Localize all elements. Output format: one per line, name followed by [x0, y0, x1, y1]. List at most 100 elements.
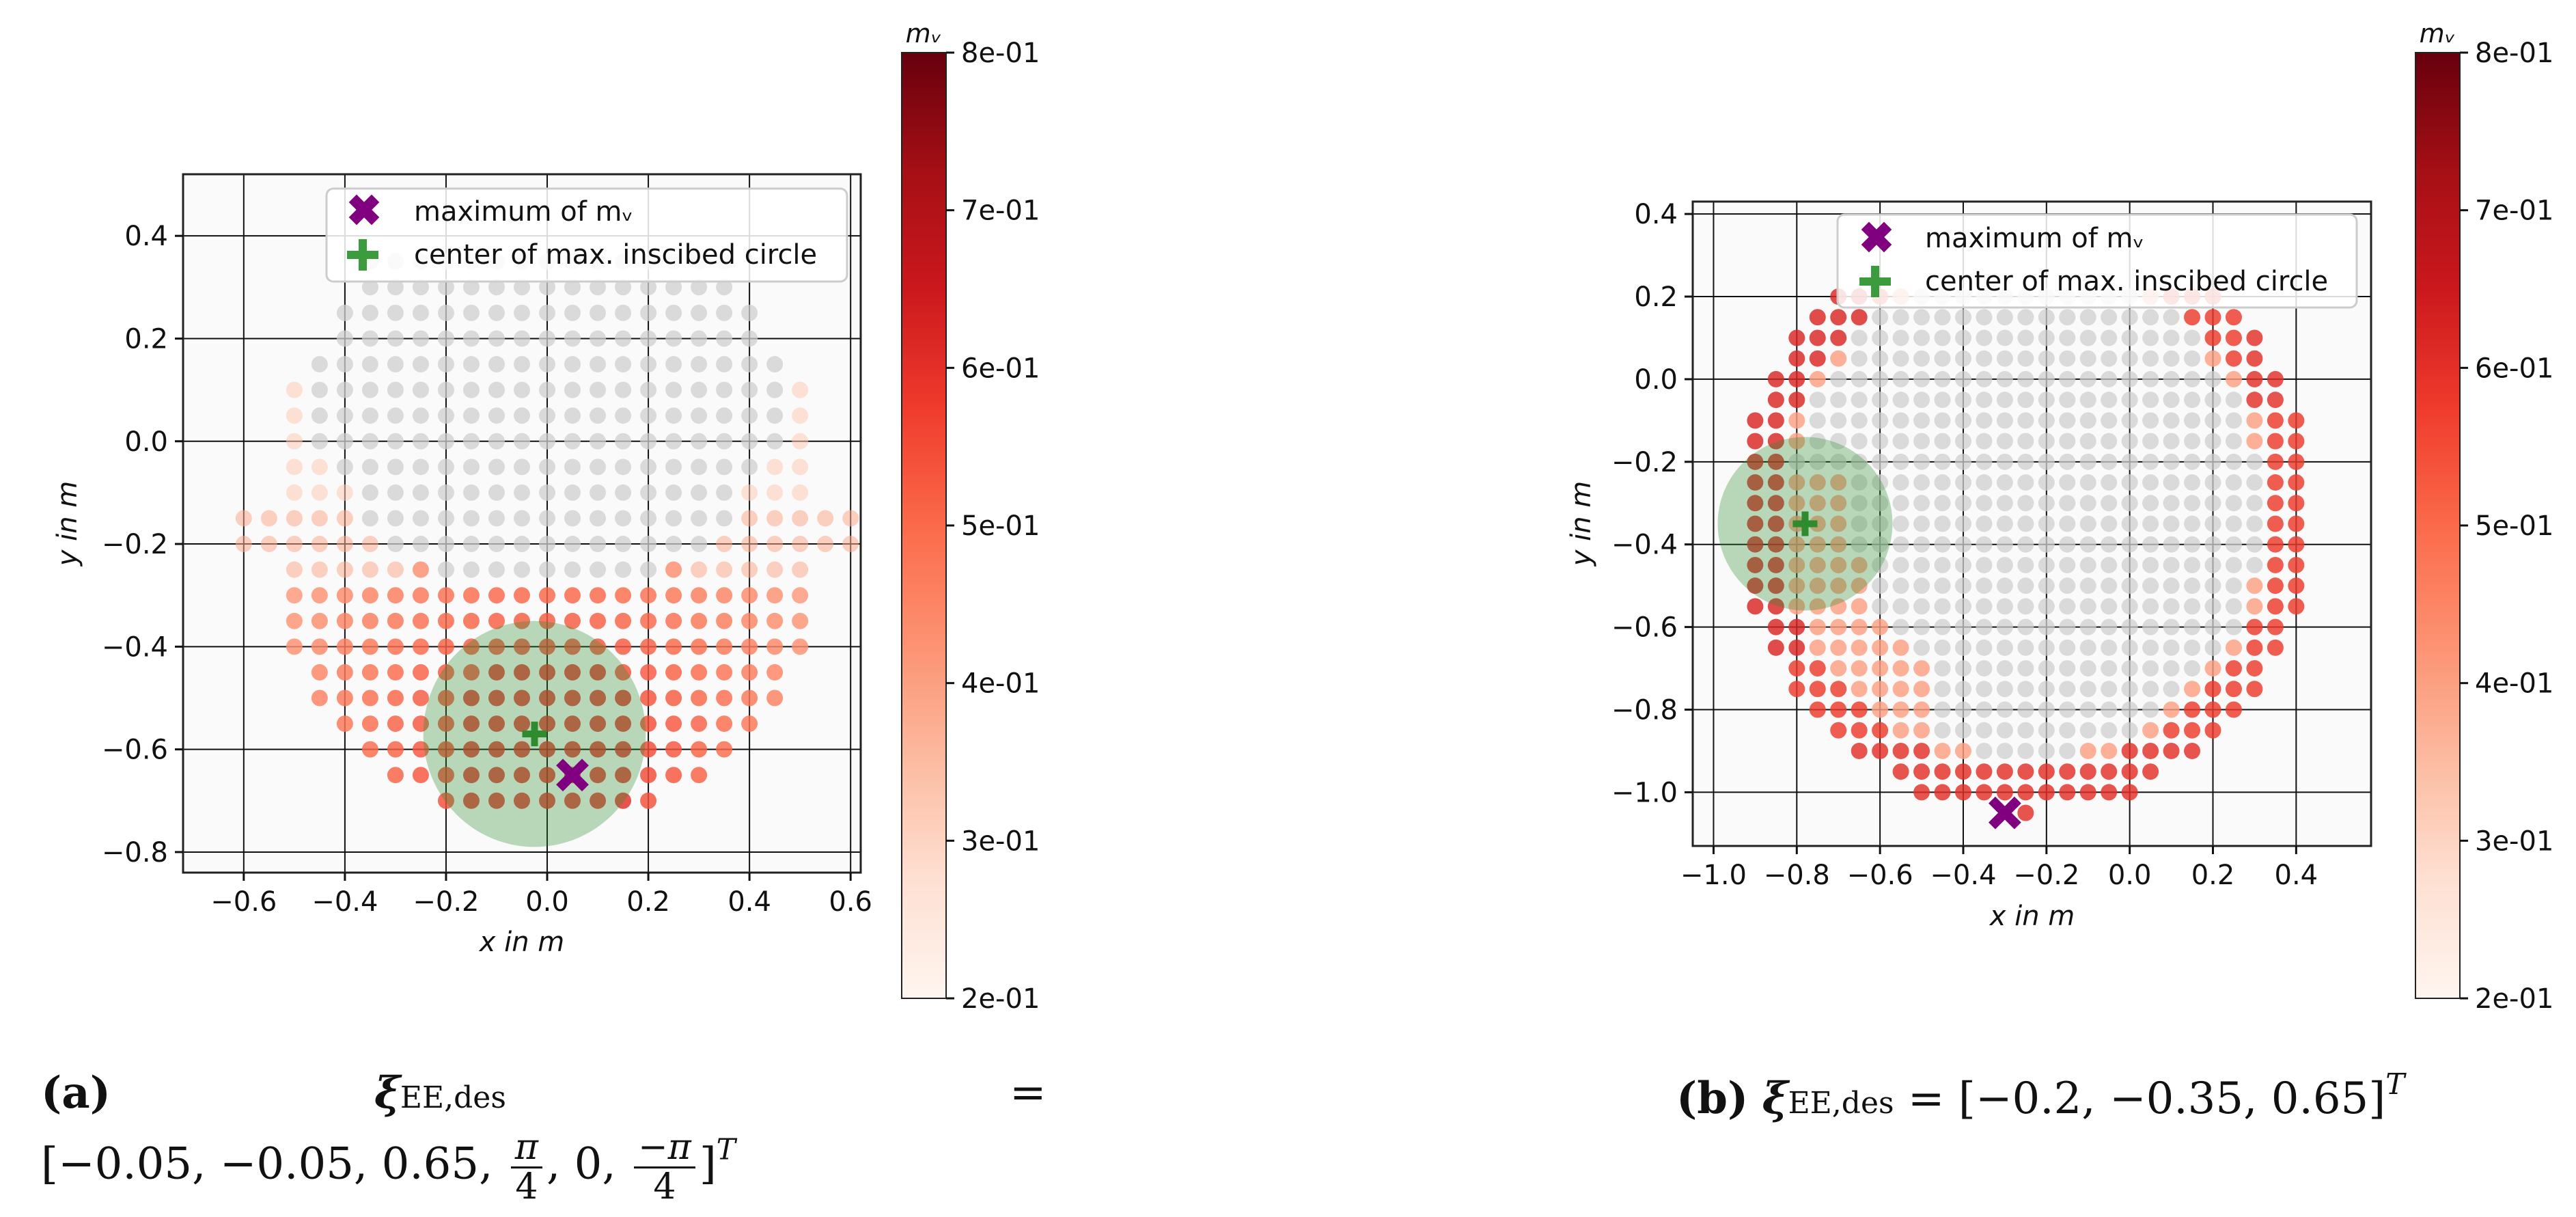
workspace-point — [387, 612, 404, 629]
workspace-point — [640, 638, 657, 655]
workspace-point — [741, 484, 758, 501]
unreachable-point — [462, 381, 480, 398]
workspace-point — [2163, 722, 2180, 739]
unreachable-point — [2142, 577, 2159, 594]
workspace-point — [1913, 742, 1930, 759]
unreachable-point — [1892, 392, 1909, 409]
workspace-point — [1809, 556, 1826, 573]
unreachable-point — [2142, 309, 2159, 326]
workspace-point — [2288, 536, 2305, 553]
unreachable-point — [2142, 598, 2159, 615]
y-tick-label: 0.4 — [124, 221, 168, 252]
unreachable-point — [640, 330, 657, 347]
workspace-point — [286, 536, 303, 553]
x-tick-label: −0.8 — [1764, 860, 1830, 891]
unreachable-point — [2101, 412, 2118, 429]
unreachable-point — [2163, 370, 2180, 387]
unreachable-point — [2101, 370, 2118, 387]
unreachable-point — [2059, 370, 2076, 387]
unreachable-point — [2225, 453, 2242, 470]
unreachable-point — [2079, 350, 2096, 367]
unreachable-point — [2121, 536, 2138, 553]
workspace-point — [2267, 639, 2284, 656]
workspace-point — [311, 561, 328, 578]
maximum-marker — [1989, 796, 2021, 830]
unreachable-point — [1996, 433, 2013, 450]
unreachable-point — [2017, 536, 2034, 553]
unreachable-point — [691, 433, 708, 450]
workspace-point — [741, 561, 758, 578]
workspace-point — [2204, 722, 2221, 739]
unreachable-point — [361, 459, 378, 476]
center-marker-vertical — [1801, 511, 1809, 536]
workspace-point — [286, 561, 303, 578]
workspace-point — [766, 664, 784, 681]
unreachable-point — [640, 407, 657, 424]
unreachable-point — [2038, 660, 2055, 677]
workspace-point — [2246, 412, 2263, 429]
unreachable-point — [2079, 618, 2096, 635]
unreachable-point — [1892, 309, 1909, 326]
workspace-point — [1830, 660, 1847, 677]
workspace-point — [842, 510, 859, 527]
workspace-point — [1892, 742, 1909, 759]
unreachable-point — [2121, 453, 2138, 470]
unreachable-point — [1976, 309, 1993, 326]
unreachable-point — [2038, 701, 2055, 718]
unreachable-point — [2204, 474, 2221, 491]
workspace-point — [1788, 577, 1805, 594]
workspace-point — [564, 587, 581, 604]
unreachable-point — [665, 459, 682, 476]
workspace-point — [766, 587, 784, 604]
unreachable-point — [2246, 536, 2263, 553]
unreachable-point — [2121, 639, 2138, 656]
unreachable-point — [1934, 474, 1951, 491]
unreachable-point — [640, 279, 657, 296]
workspace-point — [1851, 309, 1868, 326]
workspace-point — [665, 612, 682, 629]
unreachable-point — [2163, 495, 2180, 512]
unreachable-point — [1954, 598, 1971, 615]
unreachable-point — [361, 304, 378, 321]
workspace-point — [564, 664, 581, 681]
unreachable-point — [1830, 370, 1847, 387]
workspace-point — [1851, 742, 1868, 759]
unreachable-point — [1913, 412, 1930, 429]
unreachable-point — [2038, 495, 2055, 512]
workspace-point — [1934, 784, 1951, 801]
unreachable-point — [1934, 701, 1951, 718]
workspace-point — [539, 767, 556, 784]
workspace-point — [792, 407, 809, 424]
workspace-point — [792, 587, 809, 604]
workspace-point — [766, 510, 784, 527]
unreachable-point — [2038, 515, 2055, 532]
unreachable-point — [2101, 453, 2118, 470]
colorbar-tick-label: 8e-01 — [961, 38, 1040, 69]
workspace-point — [1809, 701, 1826, 718]
unreachable-point — [361, 407, 378, 424]
unreachable-point — [437, 510, 454, 527]
frac-neg-pi-4: −π 4 — [634, 1129, 695, 1205]
unreachable-point — [539, 433, 556, 450]
unreachable-point — [1934, 618, 1951, 635]
workspace-point — [2225, 350, 2242, 367]
unreachable-point — [2017, 453, 2034, 470]
workspace-point — [1872, 660, 1889, 677]
workspace-point — [514, 612, 530, 629]
colorbar-tick-label: 6e-01 — [961, 353, 1040, 384]
unreachable-point — [2017, 742, 2034, 759]
workspace-point — [1830, 474, 1847, 491]
workspace-point — [539, 638, 556, 655]
workspace-point — [2079, 763, 2096, 780]
unreachable-point — [2038, 370, 2055, 387]
unreachable-point — [615, 381, 632, 398]
unreachable-point — [766, 433, 784, 450]
workspace-point — [2288, 495, 2305, 512]
unreachable-point — [1872, 556, 1889, 573]
unreachable-point — [488, 356, 505, 373]
workspace-point — [2017, 763, 2034, 780]
workspace-point — [1809, 577, 1826, 594]
workspace-point — [1892, 701, 1909, 718]
unreachable-point — [1851, 536, 1868, 553]
